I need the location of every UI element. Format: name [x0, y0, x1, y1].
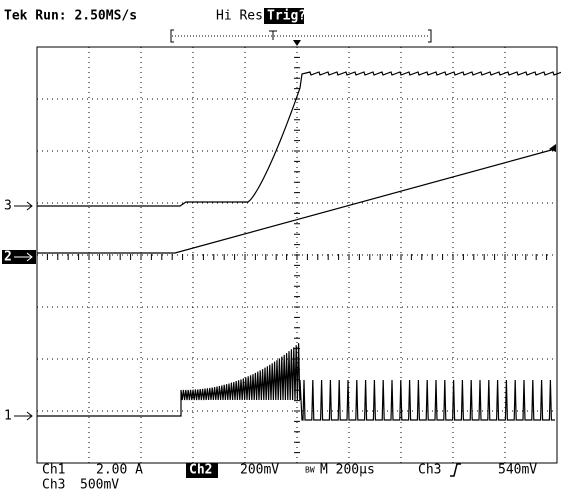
- trigger-status: Trig?: [267, 9, 306, 24]
- ch3-marker: 3: [4, 199, 12, 214]
- ch3-arrow: [14, 201, 33, 211]
- timebase: M 200µs: [320, 463, 375, 478]
- ch3-trace: [37, 71, 561, 207]
- header-title: Tek Run: 2.50MS/s: [4, 9, 137, 24]
- trig-source: Ch3: [418, 463, 441, 478]
- ch2-trace: [37, 148, 556, 254]
- acq-mode: Hi Res: [216, 9, 263, 24]
- ch2-marker: 2: [4, 250, 12, 265]
- trigger-point: [293, 40, 301, 46]
- ch3-label: Ch3: [42, 478, 65, 493]
- ch2-scale: 200mV: [240, 463, 279, 478]
- ch2-arrow: [14, 252, 33, 262]
- trig-box: [264, 8, 304, 24]
- ch3-scale: 500mV: [80, 478, 119, 493]
- ch1-label: Ch1: [42, 463, 65, 478]
- ch2-end: [549, 144, 556, 152]
- record-bar: [170, 29, 432, 43]
- ch1-scale: 2.00 A: [96, 463, 143, 478]
- ch1-arrow: [14, 411, 33, 421]
- bw-limit: BW: [305, 466, 315, 475]
- trig-level: 540mV: [498, 463, 537, 478]
- trig-slope: [450, 463, 461, 477]
- ch1-marker: 1: [4, 409, 12, 424]
- waveforms: [37, 71, 561, 421]
- ch1-trace: [37, 343, 555, 421]
- ch2-label-box: [186, 463, 218, 478]
- ch2-label: Ch2: [189, 463, 212, 478]
